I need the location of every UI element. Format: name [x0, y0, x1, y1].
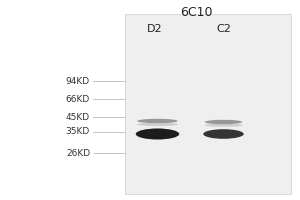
Text: C2: C2 [216, 24, 231, 34]
Ellipse shape [137, 119, 178, 123]
Text: 6C10: 6C10 [180, 6, 213, 19]
Text: 45KD: 45KD [66, 112, 90, 121]
Text: D2: D2 [147, 24, 162, 34]
Text: 66KD: 66KD [66, 95, 90, 104]
Ellipse shape [205, 120, 242, 124]
Text: 94KD: 94KD [66, 76, 90, 86]
Ellipse shape [136, 129, 179, 140]
Ellipse shape [137, 123, 178, 126]
Bar [124, 14, 291, 194]
Ellipse shape [204, 124, 243, 127]
Ellipse shape [203, 129, 244, 139]
Text: 26KD: 26KD [66, 148, 90, 158]
Text: 35KD: 35KD [66, 128, 90, 136]
